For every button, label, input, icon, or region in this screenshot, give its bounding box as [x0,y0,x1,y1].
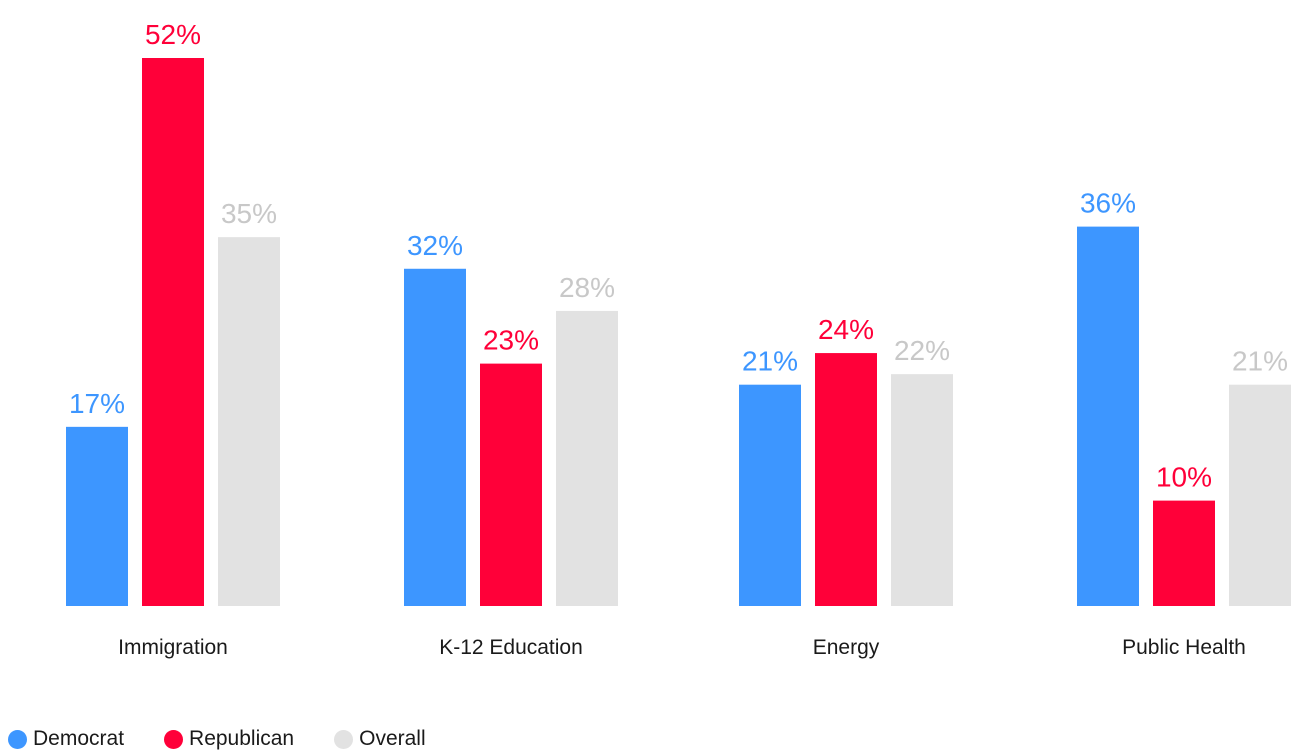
bars-layer [66,58,1291,606]
data-label-overall-immigration: 35% [221,198,277,229]
category-label-k-12-education: K-12 Education [439,636,583,659]
category-labels-layer: Immigration K-12 Education Energy Public He… [118,636,1246,659]
data-label-republican-energy: 24% [818,314,874,345]
data-label-democrat-k-12-education: 32% [407,230,463,261]
data-label-overall-k-12-education: 28% [559,272,615,303]
bar-republican-k-12-education [480,363,542,606]
bar-overall-public-health [1229,384,1291,606]
data-label-republican-public-health: 10% [1156,462,1212,493]
bar-democrat-k-12-education [404,268,466,606]
bar-overall-energy [891,374,953,606]
legend-item-republican: Republican [164,727,294,751]
bar-overall-immigration [218,237,280,606]
legend-item-democrat: Democrat [8,727,124,751]
category-label-immigration: Immigration [118,636,228,659]
bar-democrat-energy [739,384,801,606]
data-label-democrat-public-health: 36% [1080,188,1136,219]
legend-item-overall: Overall [334,727,426,751]
bar-republican-immigration [142,58,204,606]
data-label-democrat-immigration: 17% [69,388,125,419]
bar-democrat-immigration [66,426,128,606]
legend-swatch-republican [164,729,184,749]
bar-overall-k-12-education [556,310,618,606]
legend-label-overall: Overall [359,727,426,750]
category-label-public-health: Public Health [1122,636,1246,659]
data-label-democrat-energy: 21% [742,346,798,377]
legend-label-democrat: Democrat [33,727,125,750]
legend: Democrat Republican Overall [0,725,466,753]
data-label-republican-immigration: 52% [145,19,201,50]
category-label-energy: Energy [813,636,880,659]
legend-swatch-democrat [8,729,27,749]
data-label-overall-public-health: 21% [1232,346,1288,377]
value-labels-layer: 17% 52% 35% 32% 23% 28% 21% 24% 22% 36% 10% 21% [69,19,1288,493]
bar-democrat-public-health [1077,226,1139,606]
bar-republican-energy [815,353,877,606]
bar-republican-public-health [1153,500,1215,606]
legend-swatch-overall [334,729,354,749]
legend-label-republican: Republican [189,727,295,750]
data-label-republican-k-12-education: 23% [483,325,539,356]
data-label-overall-energy: 22% [894,335,950,366]
